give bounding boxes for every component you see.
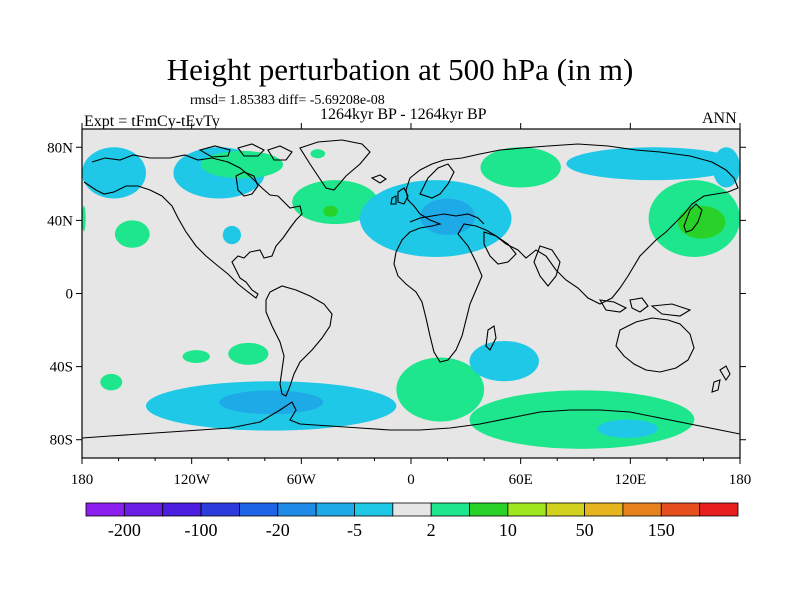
coast-iceland xyxy=(370,174,387,184)
coast-australia xyxy=(615,317,695,373)
coast-new-zealand xyxy=(711,365,731,393)
colorbar-label: 150 xyxy=(648,520,675,540)
x-tick-label: 180 xyxy=(729,472,752,488)
colorbar-swatch xyxy=(123,502,164,517)
colorbar-swatch xyxy=(430,502,470,517)
coast-mediterranean xyxy=(409,213,485,225)
coast-japan xyxy=(683,203,703,233)
colorbar-label: 10 xyxy=(499,520,517,540)
colorbar-swatch xyxy=(469,502,509,517)
coast-greenland xyxy=(299,139,371,191)
coast-arabia xyxy=(483,231,517,265)
page-title: Height perturbation at 500 hPa (in m) xyxy=(166,52,634,87)
anomaly-north-atlantic-positive-core xyxy=(323,205,338,217)
colorbar: -200 -100 -20 -5 2 10 50 150 xyxy=(85,502,739,540)
x-tick-label: 120E xyxy=(614,472,646,488)
anomaly-canada-arctic-positive xyxy=(200,150,284,179)
colorbar-swatch xyxy=(660,502,701,517)
coast-se-asia xyxy=(598,297,692,317)
colorbar-swatch xyxy=(622,502,662,517)
colorbar-label: -20 xyxy=(266,520,290,540)
colorbar-label: 2 xyxy=(427,520,436,540)
x-tick-label: 60W xyxy=(287,472,317,488)
coastlines xyxy=(82,139,740,439)
anomaly-east-pacific-positive xyxy=(114,220,150,248)
colorbar-label: -200 xyxy=(108,520,141,540)
map-axes: 180 120W 60W 0 60E 120E 180 80N 40N 0 40S 80S xyxy=(47,123,751,488)
colorbar-label: -100 xyxy=(185,520,218,540)
anomaly-greenland-positive xyxy=(310,149,326,159)
anomaly-south-australia-negative xyxy=(597,419,658,438)
y-tick-label: 80S xyxy=(50,433,73,449)
anomaly-south-pacific-positive-east xyxy=(228,342,269,365)
colorbar-swatch xyxy=(545,502,585,517)
anomaly-north-atlantic-positive xyxy=(292,180,379,225)
x-tick-label: 60E xyxy=(509,472,533,488)
period-label: 1264kyr BP - 1264kyr BP xyxy=(320,106,487,123)
colorbar-swatch xyxy=(699,502,739,517)
anomaly-south-africa-negative xyxy=(469,341,539,382)
colorbar-swatch xyxy=(507,502,547,517)
anomaly-south-indian-ocean-positive xyxy=(396,357,485,422)
y-tick-label: 0 xyxy=(66,287,74,303)
x-tick-label: 180 xyxy=(71,472,94,488)
colorbar-swatch xyxy=(277,502,317,517)
colorbar-swatch xyxy=(392,502,432,517)
colorbar-label: 50 xyxy=(576,520,594,540)
coast-south-america xyxy=(265,285,333,397)
colorbar-swatch xyxy=(315,502,355,517)
coast-madagascar xyxy=(485,325,497,351)
experiment-label: Expt = tFmCy-tEvTy xyxy=(84,113,220,130)
coast-antarctica xyxy=(82,401,740,439)
anomaly-siberia-positive xyxy=(480,147,561,188)
colorbar-swatch xyxy=(584,502,624,517)
coast-india xyxy=(533,245,561,287)
anomaly-north-pacific-negative xyxy=(82,147,146,199)
coast-british-isles xyxy=(390,187,409,205)
anomaly-south-pacific-positive xyxy=(182,350,210,363)
x-tick-label: 120W xyxy=(173,472,211,488)
colorbar-swatch xyxy=(200,502,240,517)
colorbar-label: -5 xyxy=(347,520,362,540)
anomaly-east-asia-arctic-negative xyxy=(566,147,740,181)
anomaly-west-pacific-positive xyxy=(82,205,86,232)
colorbar-swatch xyxy=(239,502,279,517)
season-label: ANN xyxy=(702,110,737,127)
coast-arctic-islands xyxy=(198,143,293,161)
anomaly-florida-negative xyxy=(222,225,242,245)
x-tick-label: 0 xyxy=(407,472,415,488)
y-tick-label: 40S xyxy=(50,360,73,376)
coast-hudson-bay xyxy=(235,171,259,197)
colorbar-swatch xyxy=(85,502,125,517)
anomaly-drake-passage-negative-core xyxy=(219,390,324,415)
anomaly-south-pacific-small-positive xyxy=(100,373,123,391)
stats-line: rmsd= 1.85383 diff= -5.69208e-08 xyxy=(190,93,385,108)
colorbar-swatch xyxy=(162,502,202,517)
y-tick-label: 40N xyxy=(47,213,73,229)
coast-north-america xyxy=(83,154,303,299)
y-tick-label: 80N xyxy=(47,140,73,156)
coast-eurasia-africa xyxy=(393,143,739,363)
colorbar-swatch xyxy=(354,502,394,517)
coast-scandinavia xyxy=(419,163,455,199)
